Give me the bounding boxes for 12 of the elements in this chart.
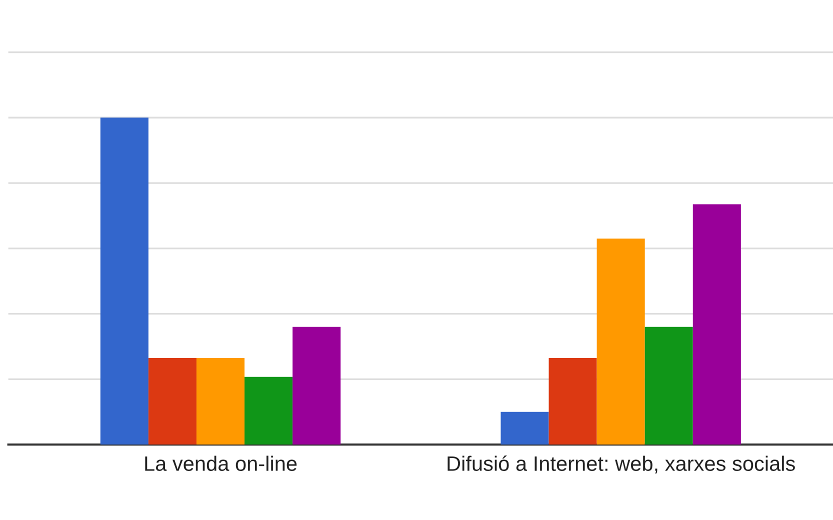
bar (244, 376, 293, 445)
bar (644, 326, 693, 445)
bar (100, 118, 148, 445)
bar (692, 204, 741, 445)
x-tick-label: Difusió a Internet: web, xarxes socials (448, 455, 795, 474)
bar (292, 326, 341, 445)
bar (148, 358, 196, 445)
bar (596, 238, 645, 445)
bar (548, 358, 597, 445)
x-tick-label: La venda on-line (145, 456, 297, 472)
bar (500, 412, 549, 445)
bar (196, 358, 245, 445)
